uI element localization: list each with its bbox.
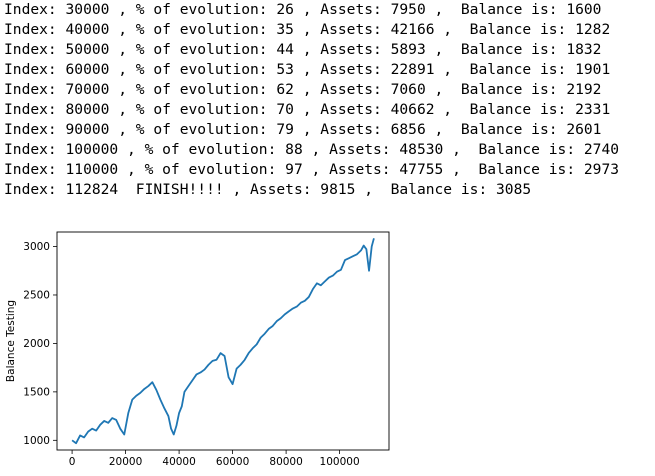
log-line-finish: Index: 112824 FINISH!!!! , Assets: 9815 …	[4, 181, 532, 198]
log-line: Index: 80000 , % of evolution: 70 , Asse…	[4, 101, 611, 118]
log-line: Index: 100000 , % of evolution: 88 , Ass…	[4, 141, 620, 158]
balance-chart-svg: 1000 1500 2000 2500 3000 0 20000 40000 60000 800…	[5, 231, 390, 468]
log-line: Index: 70000 , % of evolution: 62 , Asse…	[4, 81, 602, 98]
x-axis-ticks: 0 20000 40000 60000 80000 100000	[69, 450, 360, 468]
y-axis-ticks: 1000 1500 2000 2500 3000	[23, 241, 57, 447]
x-tick-label: 100000	[320, 456, 360, 468]
y-tick-label: 3000	[23, 241, 50, 253]
balance-chart: 1000 1500 2000 2500 3000 0 20000 40000 60000 800…	[0, 228, 400, 472]
x-tick-label: 0	[69, 456, 76, 468]
log-line: Index: 60000 , % of evolution: 53 , Asse…	[4, 61, 611, 78]
x-tick-label: 80000	[269, 456, 302, 468]
y-tick-label: 2500	[23, 289, 50, 301]
balance-series-line	[71, 238, 375, 445]
axes-frame	[56, 231, 390, 451]
cell-output-text: Index: 30000 , % of evolution: 26 , Asse…	[4, 0, 654, 200]
x-tick-label: 20000	[109, 456, 142, 468]
y-tick-label: 1500	[23, 386, 50, 398]
x-tick-label: 60000	[216, 456, 249, 468]
log-line: Index: 30000 , % of evolution: 26 , Asse…	[4, 1, 602, 18]
log-line: Index: 50000 , % of evolution: 44 , Asse…	[4, 41, 602, 58]
x-tick-label: 40000	[162, 456, 195, 468]
log-line: Index: 110000 , % of evolution: 97 , Ass…	[4, 161, 620, 178]
y-tick-label: 1000	[23, 435, 50, 447]
log-line: Index: 40000 , % of evolution: 35 , Asse…	[4, 21, 611, 38]
y-tick-label: 2000	[23, 338, 50, 350]
log-line: Index: 90000 , % of evolution: 79 , Asse…	[4, 121, 602, 138]
y-axis-label: Balance Testing	[5, 300, 17, 382]
